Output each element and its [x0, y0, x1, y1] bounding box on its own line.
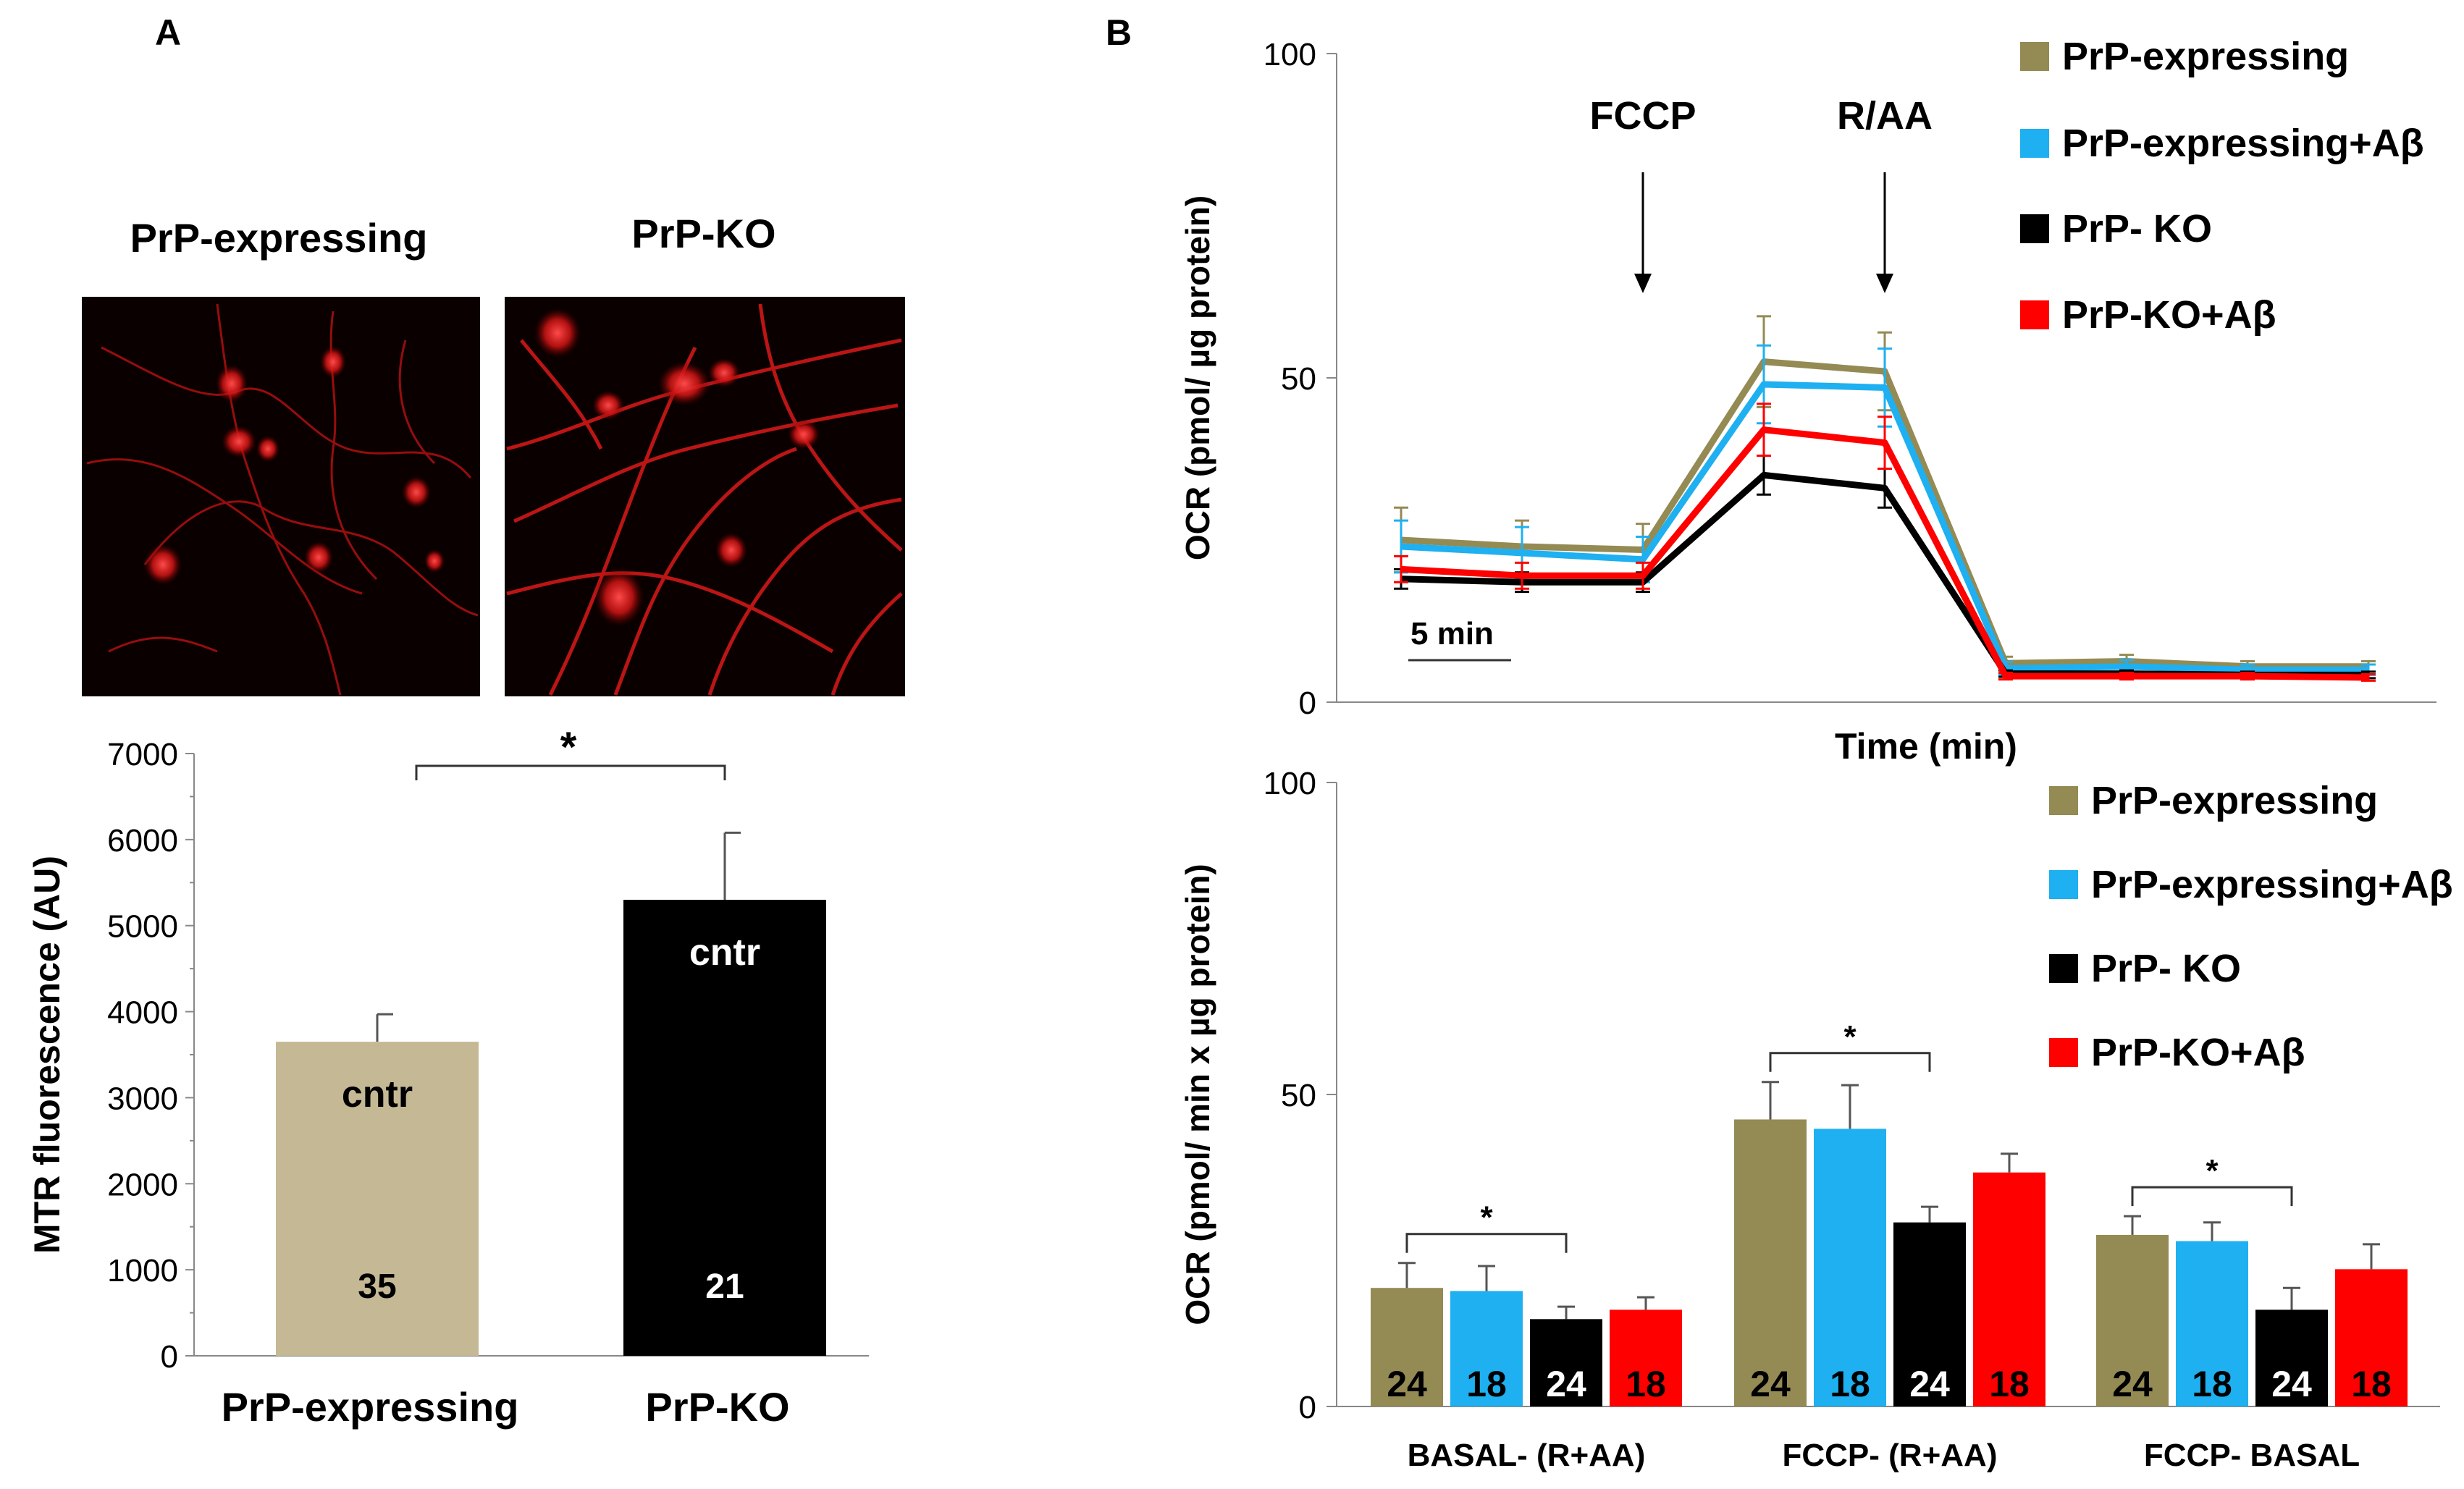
- bar-n-label: 18: [1466, 1364, 1507, 1404]
- series-line-3: [1400, 426, 2369, 681]
- legend-label: PrP-expressing+Aβ: [2091, 863, 2453, 906]
- annotation-label: R/AA: [1837, 94, 1933, 138]
- series-line-1: [1400, 381, 2368, 673]
- legend-swatch: [2049, 786, 2078, 815]
- legend-label: PrP-expressing+Aβ: [2062, 122, 2424, 165]
- bar-1-0: [1734, 1119, 1807, 1406]
- annotation-arrowhead: [1634, 274, 1652, 293]
- scale-bar-label: 5 min: [1410, 616, 1494, 651]
- x-category-label: FCCP- (R+AA): [1783, 1438, 1998, 1473]
- significance-star: *: [1843, 1019, 1857, 1055]
- bar-2-2: [2255, 1309, 2328, 1406]
- significance-bracket: [415, 764, 726, 780]
- legend-swatch: [2020, 42, 2049, 71]
- annotation-label: FCCP: [1590, 94, 1696, 138]
- x-category-label: BASAL- (R+AA): [1408, 1438, 1646, 1473]
- bar-2-0: [2096, 1234, 2169, 1406]
- legend-label: PrP-expressing: [2091, 779, 2378, 822]
- bar-n-label: 24: [1387, 1364, 1427, 1404]
- bar-label: cntr: [342, 1073, 413, 1115]
- bar-0-3: [1610, 1309, 1682, 1406]
- micrograph-prp-ko: [505, 297, 905, 696]
- significance-star: *: [560, 724, 577, 771]
- bar-prp-ko: [623, 900, 826, 1356]
- bar-1-3: [1973, 1172, 2045, 1406]
- chart-ocr-bars: 0 50 100 OCR (pmol/ min x µg protein) 24 18 24…: [1179, 766, 2453, 1473]
- legend-swatch: [2020, 214, 2049, 243]
- legend-swatch: [2049, 870, 2078, 899]
- legend-swatch: [2020, 300, 2049, 329]
- legend-label: PrP-KO+Aβ: [2091, 1031, 2305, 1074]
- y-tick-label: 2000: [107, 1167, 178, 1202]
- bar-n-label: 24: [1909, 1364, 1950, 1404]
- x-category-label: FCCP- BASAL: [2144, 1438, 2360, 1473]
- y-tick-label: 0: [1299, 686, 1316, 721]
- bar-1-1: [1814, 1129, 1886, 1406]
- legend-swatch: [2020, 129, 2049, 158]
- y-tick-label: 1000: [107, 1253, 178, 1288]
- legend-label: PrP-expressing: [2062, 35, 2349, 78]
- legend-label: PrP-KO+Aβ: [2062, 293, 2276, 337]
- y-tick-label: 5000: [107, 909, 178, 945]
- bar-2-1: [2176, 1241, 2248, 1406]
- bar-n-label: 24: [2271, 1364, 2312, 1404]
- y-axis-label: OCR (pmol/ µg protein): [1179, 195, 1216, 560]
- legend-swatch: [2049, 954, 2078, 983]
- bar-n-label: 18: [2192, 1364, 2232, 1404]
- x-axis-label: Time (min): [1835, 726, 2017, 767]
- significance-bracket: [2131, 1186, 2293, 1207]
- panel-label-a: A: [155, 12, 181, 53]
- bar-n-label: 18: [1989, 1364, 2030, 1404]
- y-axis-label: OCR (pmol/ min x µg protein): [1179, 864, 1216, 1325]
- y-tick-label: 50: [1281, 1078, 1316, 1113]
- y-tick-label: 100: [1263, 766, 1316, 801]
- y-tick-label: 6000: [107, 823, 178, 859]
- y-tick-label: 100: [1263, 37, 1316, 72]
- y-tick-label: 50: [1281, 361, 1316, 397]
- y-tick-label: 0: [161, 1339, 178, 1375]
- bar-n-label: 24: [1546, 1364, 1586, 1404]
- y-axis-label: MTR fluorescence (AU): [27, 856, 67, 1254]
- significance-star: *: [2206, 1153, 2219, 1189]
- micrograph-title-expressing: PrP-expressing: [130, 215, 428, 261]
- bar-2-3: [2335, 1269, 2408, 1406]
- bar-n-label: 35: [358, 1267, 396, 1306]
- bar-n-label: 21: [705, 1267, 744, 1306]
- y-tick-label: 4000: [107, 995, 178, 1031]
- chart-mtr-fluorescence: 0 1000 2000 3000 4000 5000 6000 7000 MTR fluores…: [27, 724, 869, 1430]
- x-category-label: PrP-KO: [645, 1384, 789, 1430]
- bar-prp-expressing: [276, 1042, 479, 1356]
- micrograph-prp-expressing: [82, 297, 480, 696]
- legend-swatch: [2049, 1038, 2078, 1067]
- bar-0-1: [1450, 1291, 1523, 1406]
- bar-n-label: 18: [2351, 1364, 2392, 1404]
- legend-label: PrP- KO: [2091, 947, 2241, 990]
- significance-star: *: [1480, 1200, 1493, 1236]
- bar-1-2: [1893, 1222, 1966, 1406]
- legend-label: PrP- KO: [2062, 207, 2212, 250]
- significance-bracket: [1405, 1233, 1568, 1253]
- bar-0-2: [1530, 1319, 1602, 1406]
- bar-n-label: 18: [1626, 1364, 1666, 1404]
- bar-label: cntr: [689, 932, 760, 974]
- bar-n-label: 24: [1750, 1364, 1791, 1404]
- panel-label-b: B: [1106, 12, 1132, 53]
- bar-0-0: [1371, 1288, 1443, 1406]
- bar-n-label: 18: [1830, 1364, 1870, 1404]
- y-tick-label: 0: [1299, 1390, 1316, 1425]
- y-tick-label: 7000: [107, 737, 178, 772]
- chart-ocr-time-course: 0 50 100 OCR (pmol/ µg protein) Time (min) FC…: [1179, 35, 2436, 767]
- y-tick-label: 3000: [107, 1081, 178, 1116]
- bar-n-label: 24: [2112, 1364, 2153, 1404]
- micrograph-title-ko: PrP-KO: [631, 211, 775, 256]
- annotation-arrowhead: [1876, 274, 1893, 293]
- x-category-label: PrP-expressing: [222, 1384, 519, 1430]
- significance-bracket: [1769, 1052, 1931, 1072]
